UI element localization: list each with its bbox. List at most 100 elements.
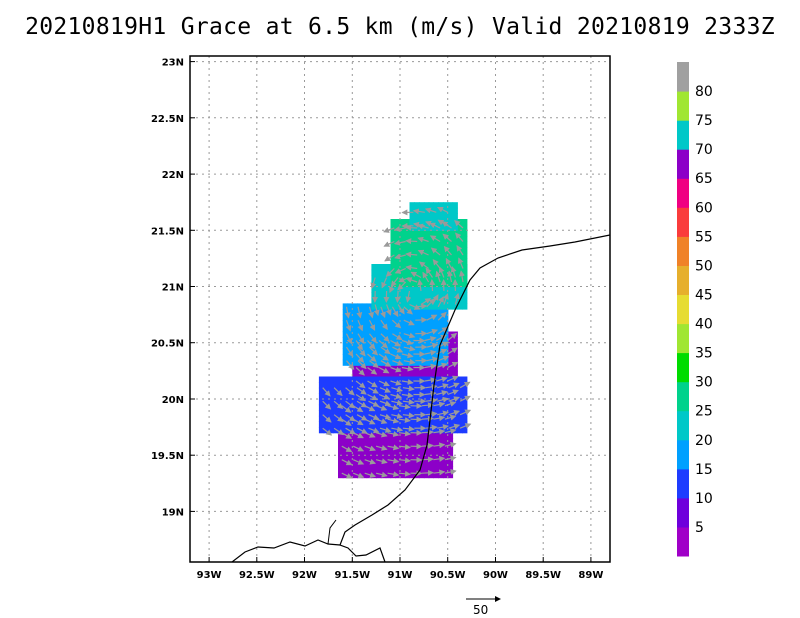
wind-speed-cell [443, 213, 449, 220]
wind-speed-cell [366, 342, 372, 349]
wind-speed-cell [385, 303, 392, 310]
wind-vector [333, 414, 344, 423]
wind-speed-cell [423, 202, 430, 209]
wind-speed-cell [395, 421, 401, 428]
lon-tick-label: 89W [578, 570, 603, 581]
wind-speed-cell [380, 387, 387, 394]
lat-tick-label: 22N [162, 170, 184, 181]
wind-speed-cell [409, 292, 415, 299]
wind-speed-cell [366, 387, 372, 394]
wind-speed-cell [342, 455, 349, 462]
wind-vector [448, 396, 460, 402]
wind-vector [380, 319, 388, 331]
wind-speed-cell [443, 359, 449, 366]
wind-vector [433, 442, 446, 449]
wind-speed-cell [419, 410, 425, 417]
wind-speed-cell [395, 438, 401, 445]
wind-speed-cell [419, 387, 425, 394]
wind-speed-cell [462, 415, 468, 422]
wind-speed-cell [366, 415, 372, 422]
wind-speed-cell [414, 421, 420, 428]
wind-speed-cell [338, 455, 344, 462]
wind-speed-cell [447, 213, 454, 220]
wind-speed-cell [352, 320, 358, 327]
wind-speed-cell [376, 382, 382, 389]
wind-speed-cell [400, 258, 406, 265]
wind-speed-cell [423, 466, 430, 473]
wind-vector [433, 415, 446, 422]
wind-speed-cell [419, 376, 425, 383]
wind-speed-cell [400, 438, 406, 445]
wind-speed-cell [338, 466, 344, 473]
wind-speed-cell [347, 320, 353, 327]
wind-speed-cell [438, 404, 444, 411]
wind-speed-cell [433, 443, 439, 451]
wind-vector [322, 400, 332, 410]
wind-speed-cell [452, 207, 458, 214]
wind-speed-cell [347, 309, 353, 316]
wind-speed-cell [323, 382, 329, 389]
wind-speed-cell [409, 443, 415, 451]
wind-speed-cell [371, 466, 377, 473]
wind-vector [355, 380, 366, 389]
wind-speed-cell [376, 466, 382, 473]
wind-speed-cell [443, 455, 449, 462]
wind-speed-cell [328, 427, 334, 434]
wind-speed-cell [447, 280, 454, 288]
wind-speed-cell [409, 404, 415, 411]
wind-speed-cell [385, 410, 392, 417]
wind-speed-cell [342, 449, 349, 456]
wind-speed-cell [385, 320, 392, 327]
wind-vector [356, 306, 363, 319]
wind-speed-cell [352, 314, 358, 321]
wind-speed-cell [395, 230, 401, 237]
wind-speed-cell [380, 264, 387, 271]
wind-speed-cell [423, 382, 430, 389]
wind-speed-cell [361, 404, 368, 411]
wind-speed-cell [462, 258, 468, 265]
wind-speed-cell [433, 241, 439, 248]
wind-speed-cell [409, 455, 415, 462]
wind-speed-cell [390, 421, 396, 428]
wind-speed-cell [342, 443, 349, 451]
wind-speed-cell [443, 230, 449, 237]
wind-speed-cell [438, 438, 444, 445]
wind-speed-cell [352, 438, 358, 445]
wind-speed-cell [447, 354, 454, 361]
wind-speed-cell [342, 320, 349, 327]
wind-speed-cell [409, 348, 415, 355]
wind-speed-cell [433, 438, 439, 445]
wind-speed-cell [409, 365, 415, 372]
wind-speed-cell [457, 252, 463, 259]
wind-speed-cell [423, 292, 430, 299]
wind-vector [394, 267, 406, 274]
wind-vector [394, 253, 406, 260]
wind-speed-cell [419, 421, 425, 428]
wind-speed-cell [423, 241, 430, 248]
wind-speed-cell [376, 455, 382, 462]
wind-speed-cell [395, 235, 401, 243]
colorbar-label: 40 [695, 317, 713, 333]
wind-vector [322, 414, 332, 423]
wind-speed-cell [447, 348, 454, 355]
wind-speed-cell [366, 393, 372, 400]
wind-speed-cell [318, 421, 325, 428]
wind-speed-cell [409, 472, 415, 479]
wind-speed-cell [352, 421, 358, 428]
wind-vector [355, 353, 365, 363]
wind-speed-cell [419, 309, 425, 316]
wind-speed-cell [409, 219, 415, 226]
colorbar-swatch [677, 352, 689, 383]
wind-vector [368, 387, 379, 394]
wind-speed-cell [352, 399, 358, 406]
wind-speed-cell [385, 449, 392, 456]
lon-tick-label: 91.5W [334, 570, 370, 581]
wind-speed-cell [366, 438, 372, 445]
wind-vector [436, 390, 448, 396]
wind-speed-cell [414, 382, 420, 389]
wind-speed-cell [371, 269, 377, 276]
wind-speed-cell [380, 331, 387, 338]
wind-speed-cell [400, 342, 406, 349]
wind-vector [405, 290, 412, 303]
wind-speed-cell [423, 438, 430, 445]
